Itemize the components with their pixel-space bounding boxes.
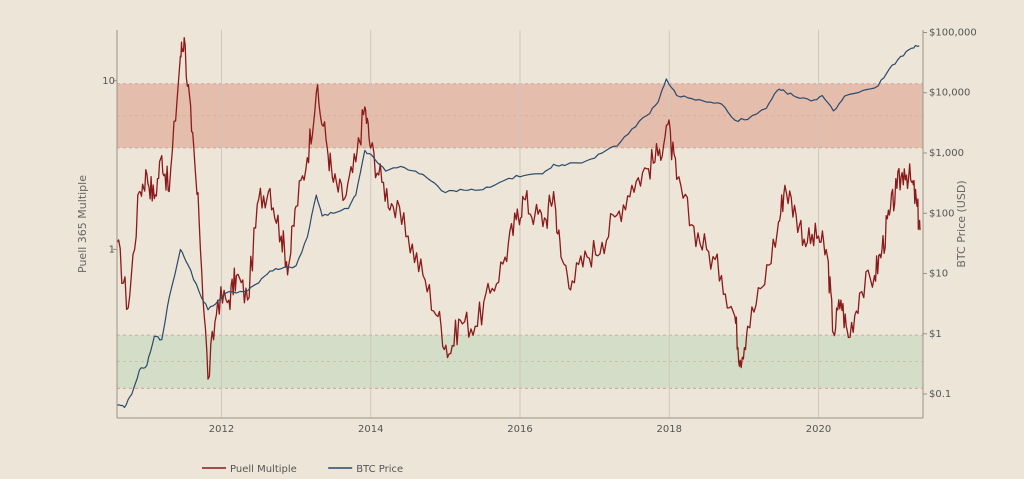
series-layer xyxy=(116,37,921,408)
x-tick-label: 2016 xyxy=(507,424,532,435)
axes-layer: 2012 2014 2016 2018 2020 1 10 $0.1 $1 $10 $100 $1,0… xyxy=(76,27,977,435)
x-tick-label: 2020 xyxy=(806,424,831,435)
x-tick-label: 2018 xyxy=(657,424,682,435)
y-right-tick-label: $100 xyxy=(929,208,954,219)
x-tick-label: 2012 xyxy=(209,424,234,435)
x-tick-label: 2014 xyxy=(358,424,383,435)
y-left-tick-label: 1 xyxy=(109,244,115,255)
series-line-0 xyxy=(116,37,921,380)
y-right-tick-label: $1,000 xyxy=(929,148,964,159)
y-left-axis-title: Puell 365 Multiple xyxy=(76,175,89,273)
legend: Puell Multiple BTC Price xyxy=(202,464,403,475)
y-right-axis-title: BTC Price (USD) xyxy=(955,180,968,267)
y-right-tick-label: $10,000 xyxy=(929,88,970,99)
y-right-tick-label: $100,000 xyxy=(929,27,977,38)
legend-label-0: Puell Multiple xyxy=(230,464,297,475)
series-line-1 xyxy=(116,44,920,408)
legend-label-1: BTC Price xyxy=(356,464,403,475)
y-right-tick-label: $10 xyxy=(929,269,948,280)
y-right-tick-label: $1 xyxy=(929,329,942,340)
y-left-tick-label: 10 xyxy=(102,76,115,87)
y-right-tick-label: $0.1 xyxy=(929,389,951,400)
